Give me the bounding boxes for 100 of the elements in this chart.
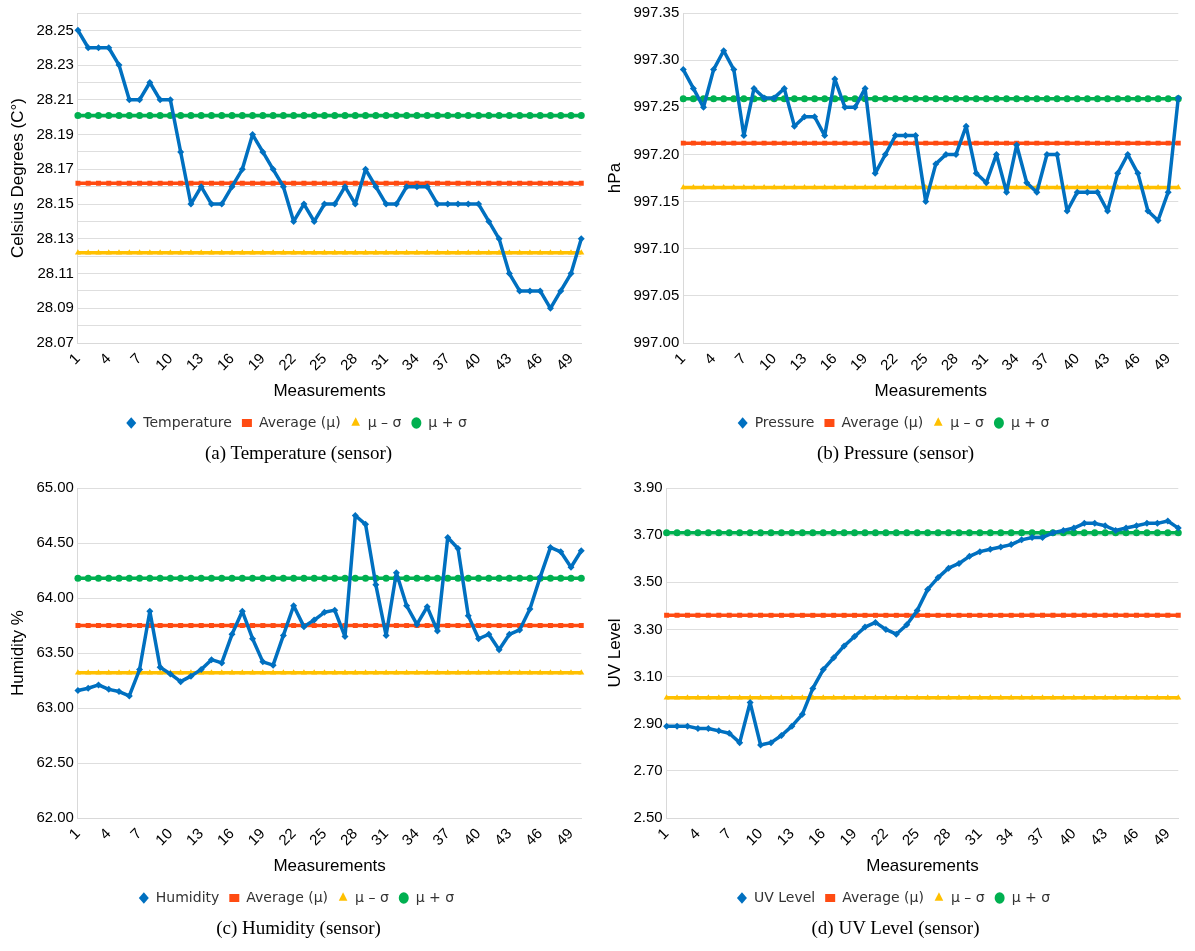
point <box>790 95 798 103</box>
point <box>882 529 890 537</box>
x-tick-label: 7 <box>731 349 749 368</box>
point <box>578 669 585 675</box>
point <box>1023 95 1031 103</box>
point <box>558 623 564 629</box>
point <box>1133 529 1140 537</box>
point <box>403 112 411 119</box>
point <box>1074 183 1081 190</box>
point <box>891 132 899 140</box>
point <box>913 529 921 537</box>
x-tick-label: 28 <box>937 349 962 374</box>
point <box>310 616 318 624</box>
point <box>198 623 204 629</box>
x-tick-label: 25 <box>898 824 923 849</box>
point <box>393 623 399 629</box>
point <box>893 612 899 618</box>
point <box>362 574 370 582</box>
x-tick-label: 10 <box>741 824 766 849</box>
point <box>351 574 359 582</box>
point <box>362 520 370 528</box>
point <box>674 694 681 700</box>
point <box>1003 95 1011 103</box>
point <box>771 140 777 146</box>
y-tick-label: 28.19 <box>36 124 74 142</box>
point <box>270 623 276 629</box>
x-tick-label: 34 <box>398 824 422 849</box>
point <box>577 235 585 243</box>
point <box>403 602 411 610</box>
point <box>382 200 390 208</box>
point <box>716 612 722 618</box>
point <box>942 183 949 190</box>
point <box>444 669 451 675</box>
point <box>767 739 775 747</box>
legend-label: μ – σ <box>367 413 402 430</box>
point <box>363 180 369 186</box>
y-tick-label: 28.11 <box>37 263 74 281</box>
point <box>228 669 236 675</box>
point <box>725 529 733 537</box>
y-tick-label: 997.35 <box>633 3 680 21</box>
point <box>1104 95 1112 103</box>
point <box>903 529 911 537</box>
point <box>721 140 727 146</box>
point <box>74 686 82 694</box>
point <box>1105 140 1111 146</box>
y-tick-label: 64.50 <box>36 533 74 551</box>
point <box>126 180 132 186</box>
point <box>94 112 102 119</box>
point <box>96 623 101 629</box>
point <box>840 642 848 650</box>
point <box>934 529 942 537</box>
point <box>1060 694 1067 700</box>
point <box>1073 188 1081 196</box>
point <box>963 183 970 190</box>
point <box>976 694 983 700</box>
point <box>526 605 534 613</box>
point <box>1122 524 1130 532</box>
x-tick-label: 46 <box>521 824 546 849</box>
point <box>249 112 257 119</box>
point <box>178 180 184 186</box>
point <box>1164 529 1172 537</box>
point <box>830 529 838 537</box>
point <box>207 656 215 664</box>
point <box>851 633 859 641</box>
y-tick-label: 3.90 <box>633 478 663 496</box>
point <box>851 529 859 537</box>
point <box>310 574 318 582</box>
point <box>902 183 909 190</box>
y-tick-label: 28.21 <box>36 90 74 107</box>
x-tick-label: 13 <box>182 349 207 374</box>
y-tick-label: 28.13 <box>36 228 74 246</box>
y-tick-label: 65.00 <box>36 478 74 496</box>
x-tick-label: 25 <box>305 824 330 849</box>
point <box>757 529 765 537</box>
point <box>1007 541 1015 549</box>
point <box>1144 207 1152 215</box>
point <box>924 694 931 700</box>
point <box>84 112 92 119</box>
point <box>997 529 1005 537</box>
x-tick-label: 13 <box>785 349 810 374</box>
point <box>218 669 225 675</box>
point <box>156 574 164 582</box>
point <box>1123 612 1129 618</box>
point <box>1039 534 1047 542</box>
x-tick-label: 46 <box>521 349 546 374</box>
x-tick-label: 31 <box>961 824 985 849</box>
x-tick-label: 40 <box>1055 824 1079 849</box>
x-tick-label: 46 <box>1117 824 1142 849</box>
point <box>136 112 144 119</box>
point <box>680 183 687 190</box>
point <box>809 684 817 692</box>
point <box>1084 183 1091 190</box>
point <box>495 646 503 654</box>
point <box>146 112 154 119</box>
point <box>280 669 287 675</box>
point <box>903 694 910 700</box>
point <box>207 200 215 208</box>
point <box>557 669 564 675</box>
point <box>454 669 462 675</box>
point <box>218 200 226 208</box>
